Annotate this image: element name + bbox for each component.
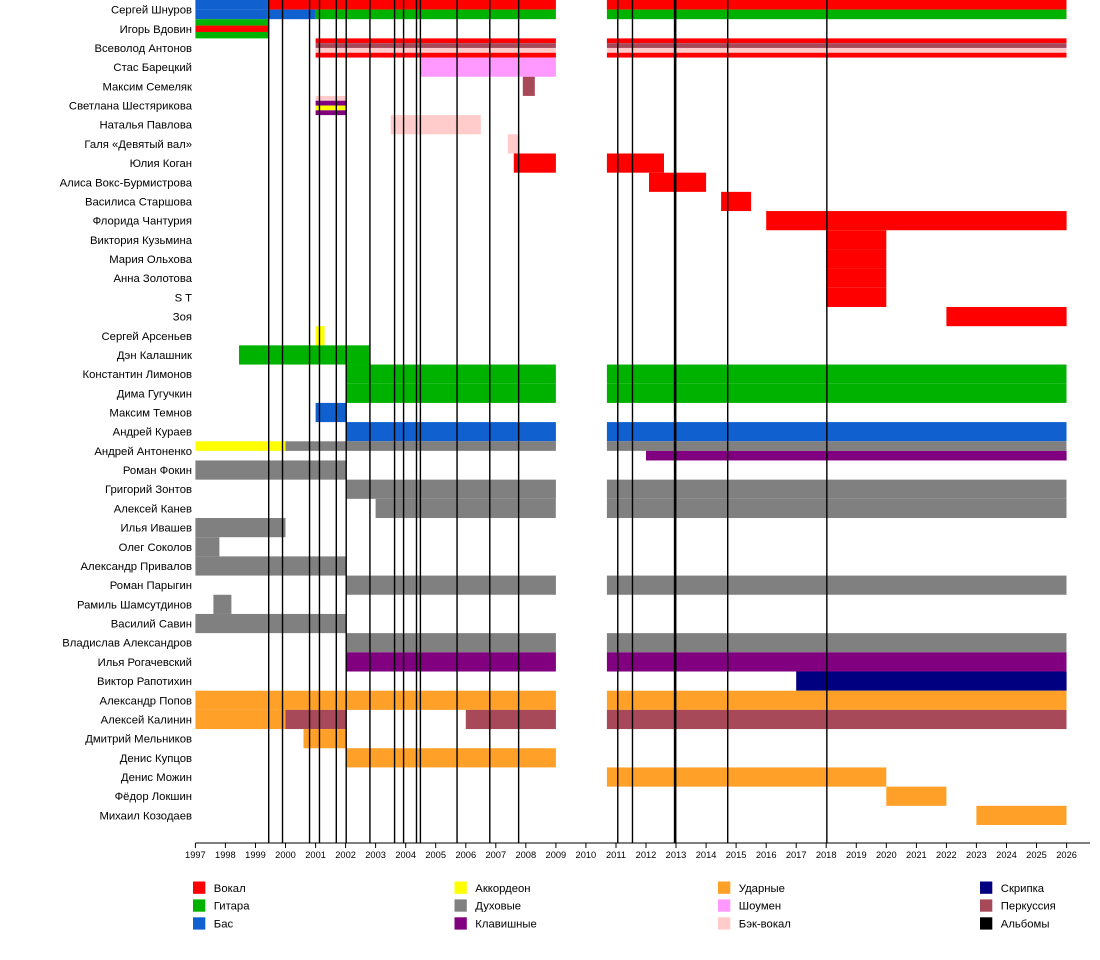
svg-text:Олег Соколов: Олег Соколов [119,542,192,554]
svg-text:Рамиль Шамсутдинов: Рамиль Шамсутдинов [77,599,192,611]
svg-text:2019: 2019 [846,850,867,860]
svg-text:Всеволод Антонов: Всеволод Антонов [95,43,193,55]
svg-text:Шоумен: Шоумен [739,901,781,913]
svg-text:1998: 1998 [215,850,236,860]
svg-text:Василиса Старшова: Василиса Старшова [85,196,193,208]
svg-text:Анна Золотова: Анна Золотова [113,273,192,285]
svg-text:Стас Барецкий: Стас Барецкий [113,62,192,74]
svg-text:Игорь Вдовин: Игорь Вдовин [120,24,192,36]
svg-text:Дмитрий Мельников: Дмитрий Мельников [85,734,192,746]
svg-text:Духовые: Духовые [475,901,521,913]
svg-text:2022: 2022 [936,850,957,860]
svg-text:Алексей Калинин: Алексей Калинин [101,714,192,726]
svg-text:2006: 2006 [455,850,476,860]
svg-text:Бас: Бас [214,919,234,931]
svg-text:2001: 2001 [305,850,326,860]
svg-text:Денис Можин: Денис Можин [121,772,192,784]
svg-text:Максим Семеляк: Максим Семеляк [102,81,192,93]
svg-text:2024: 2024 [996,850,1017,860]
svg-text:Перкуссия: Перкуссия [1001,901,1056,913]
svg-text:Роман Парыгин: Роман Парыгин [110,580,192,592]
svg-text:Денис Купцов: Денис Купцов [120,753,192,765]
svg-text:2007: 2007 [485,850,506,860]
svg-text:2025: 2025 [1026,850,1047,860]
svg-text:Виктор Рапотихин: Виктор Рапотихин [97,676,192,688]
svg-text:Дима Гугучкин: Дима Гугучкин [117,388,192,400]
svg-text:2011: 2011 [606,850,626,860]
svg-text:Аккордеон: Аккордеон [475,883,530,895]
svg-text:Владислав Александров: Владислав Александров [62,638,192,650]
svg-text:Светлана Шестярикова: Светлана Шестярикова [69,101,193,113]
svg-text:Андрей Антоненко: Андрей Антоненко [94,446,192,458]
svg-text:1999: 1999 [245,850,266,860]
svg-text:Константин Лимонов: Константин Лимонов [83,369,192,381]
svg-text:2009: 2009 [546,850,567,860]
svg-text:Александр Попов: Александр Попов [100,695,192,707]
svg-text:2013: 2013 [666,850,687,860]
svg-text:Михаил Козодаев: Михаил Козодаев [99,810,192,822]
svg-text:Виктория Кузьмина: Виктория Кузьмина [90,235,193,247]
svg-text:2003: 2003 [365,850,386,860]
svg-text:2002: 2002 [335,850,356,860]
svg-text:Зоя: Зоя [173,312,192,324]
svg-text:2026: 2026 [1056,850,1077,860]
svg-text:Гитара: Гитара [214,901,250,913]
svg-text:Клавишные: Клавишные [475,919,536,931]
svg-text:Григорий Зонтов: Григорий Зонтов [105,484,192,496]
svg-text:2008: 2008 [515,850,536,860]
svg-text:Бэк-вокал: Бэк-вокал [739,919,791,931]
svg-text:1997: 1997 [185,850,206,860]
svg-text:Сергей Арсеньев: Сергей Арсеньев [102,331,193,343]
svg-text:Фёдор Локшин: Фёдор Локшин [115,791,192,803]
svg-text:Ударные: Ударные [739,883,785,895]
svg-text:2016: 2016 [756,850,777,860]
svg-text:Дэн Калашник: Дэн Калашник [117,350,192,362]
svg-text:Скрипка: Скрипка [1001,883,1045,895]
svg-text:2000: 2000 [275,850,296,860]
svg-text:Вокал: Вокал [214,883,246,895]
svg-text:Алексей Канев: Алексей Канев [114,503,192,515]
svg-text:Сергей Шнуров: Сергей Шнуров [111,5,192,17]
svg-text:Илья Ивашев: Илья Ивашев [121,523,192,535]
svg-text:Альбомы: Альбомы [1001,919,1050,931]
svg-text:2005: 2005 [425,850,446,860]
svg-text:Флорида Чантурия: Флорида Чантурия [93,216,192,228]
svg-text:Александр Привалов: Александр Привалов [80,561,192,573]
svg-text:2014: 2014 [696,850,717,860]
svg-text:Илья Рогачевский: Илья Рогачевский [98,657,192,669]
svg-text:2020: 2020 [876,850,897,860]
svg-text:Галя «Девятый вал»: Галя «Девятый вал» [84,139,192,151]
svg-text:2010: 2010 [576,850,597,860]
svg-text:2015: 2015 [726,850,747,860]
svg-text:2012: 2012 [636,850,657,860]
svg-text:2017: 2017 [786,850,807,860]
svg-text:Алиса Вокс-Бурмистрова: Алиса Вокс-Бурмистрова [60,177,193,189]
svg-text:2018: 2018 [816,850,837,860]
svg-text:S T: S T [175,292,192,304]
svg-text:2023: 2023 [966,850,987,860]
svg-text:Роман Фокин: Роман Фокин [123,465,192,477]
svg-text:Юлия Коган: Юлия Коган [130,158,192,170]
svg-text:Мария Ольхова: Мария Ольхова [109,254,192,266]
svg-text:2021: 2021 [906,850,927,860]
svg-text:Максим Темнов: Максим Темнов [109,407,192,419]
svg-text:2004: 2004 [395,850,416,860]
svg-text:Василий Савин: Василий Савин [111,619,192,631]
svg-text:Наталья Павлова: Наталья Павлова [99,120,192,132]
svg-text:Андрей Кураев: Андрей Кураев [113,427,192,439]
